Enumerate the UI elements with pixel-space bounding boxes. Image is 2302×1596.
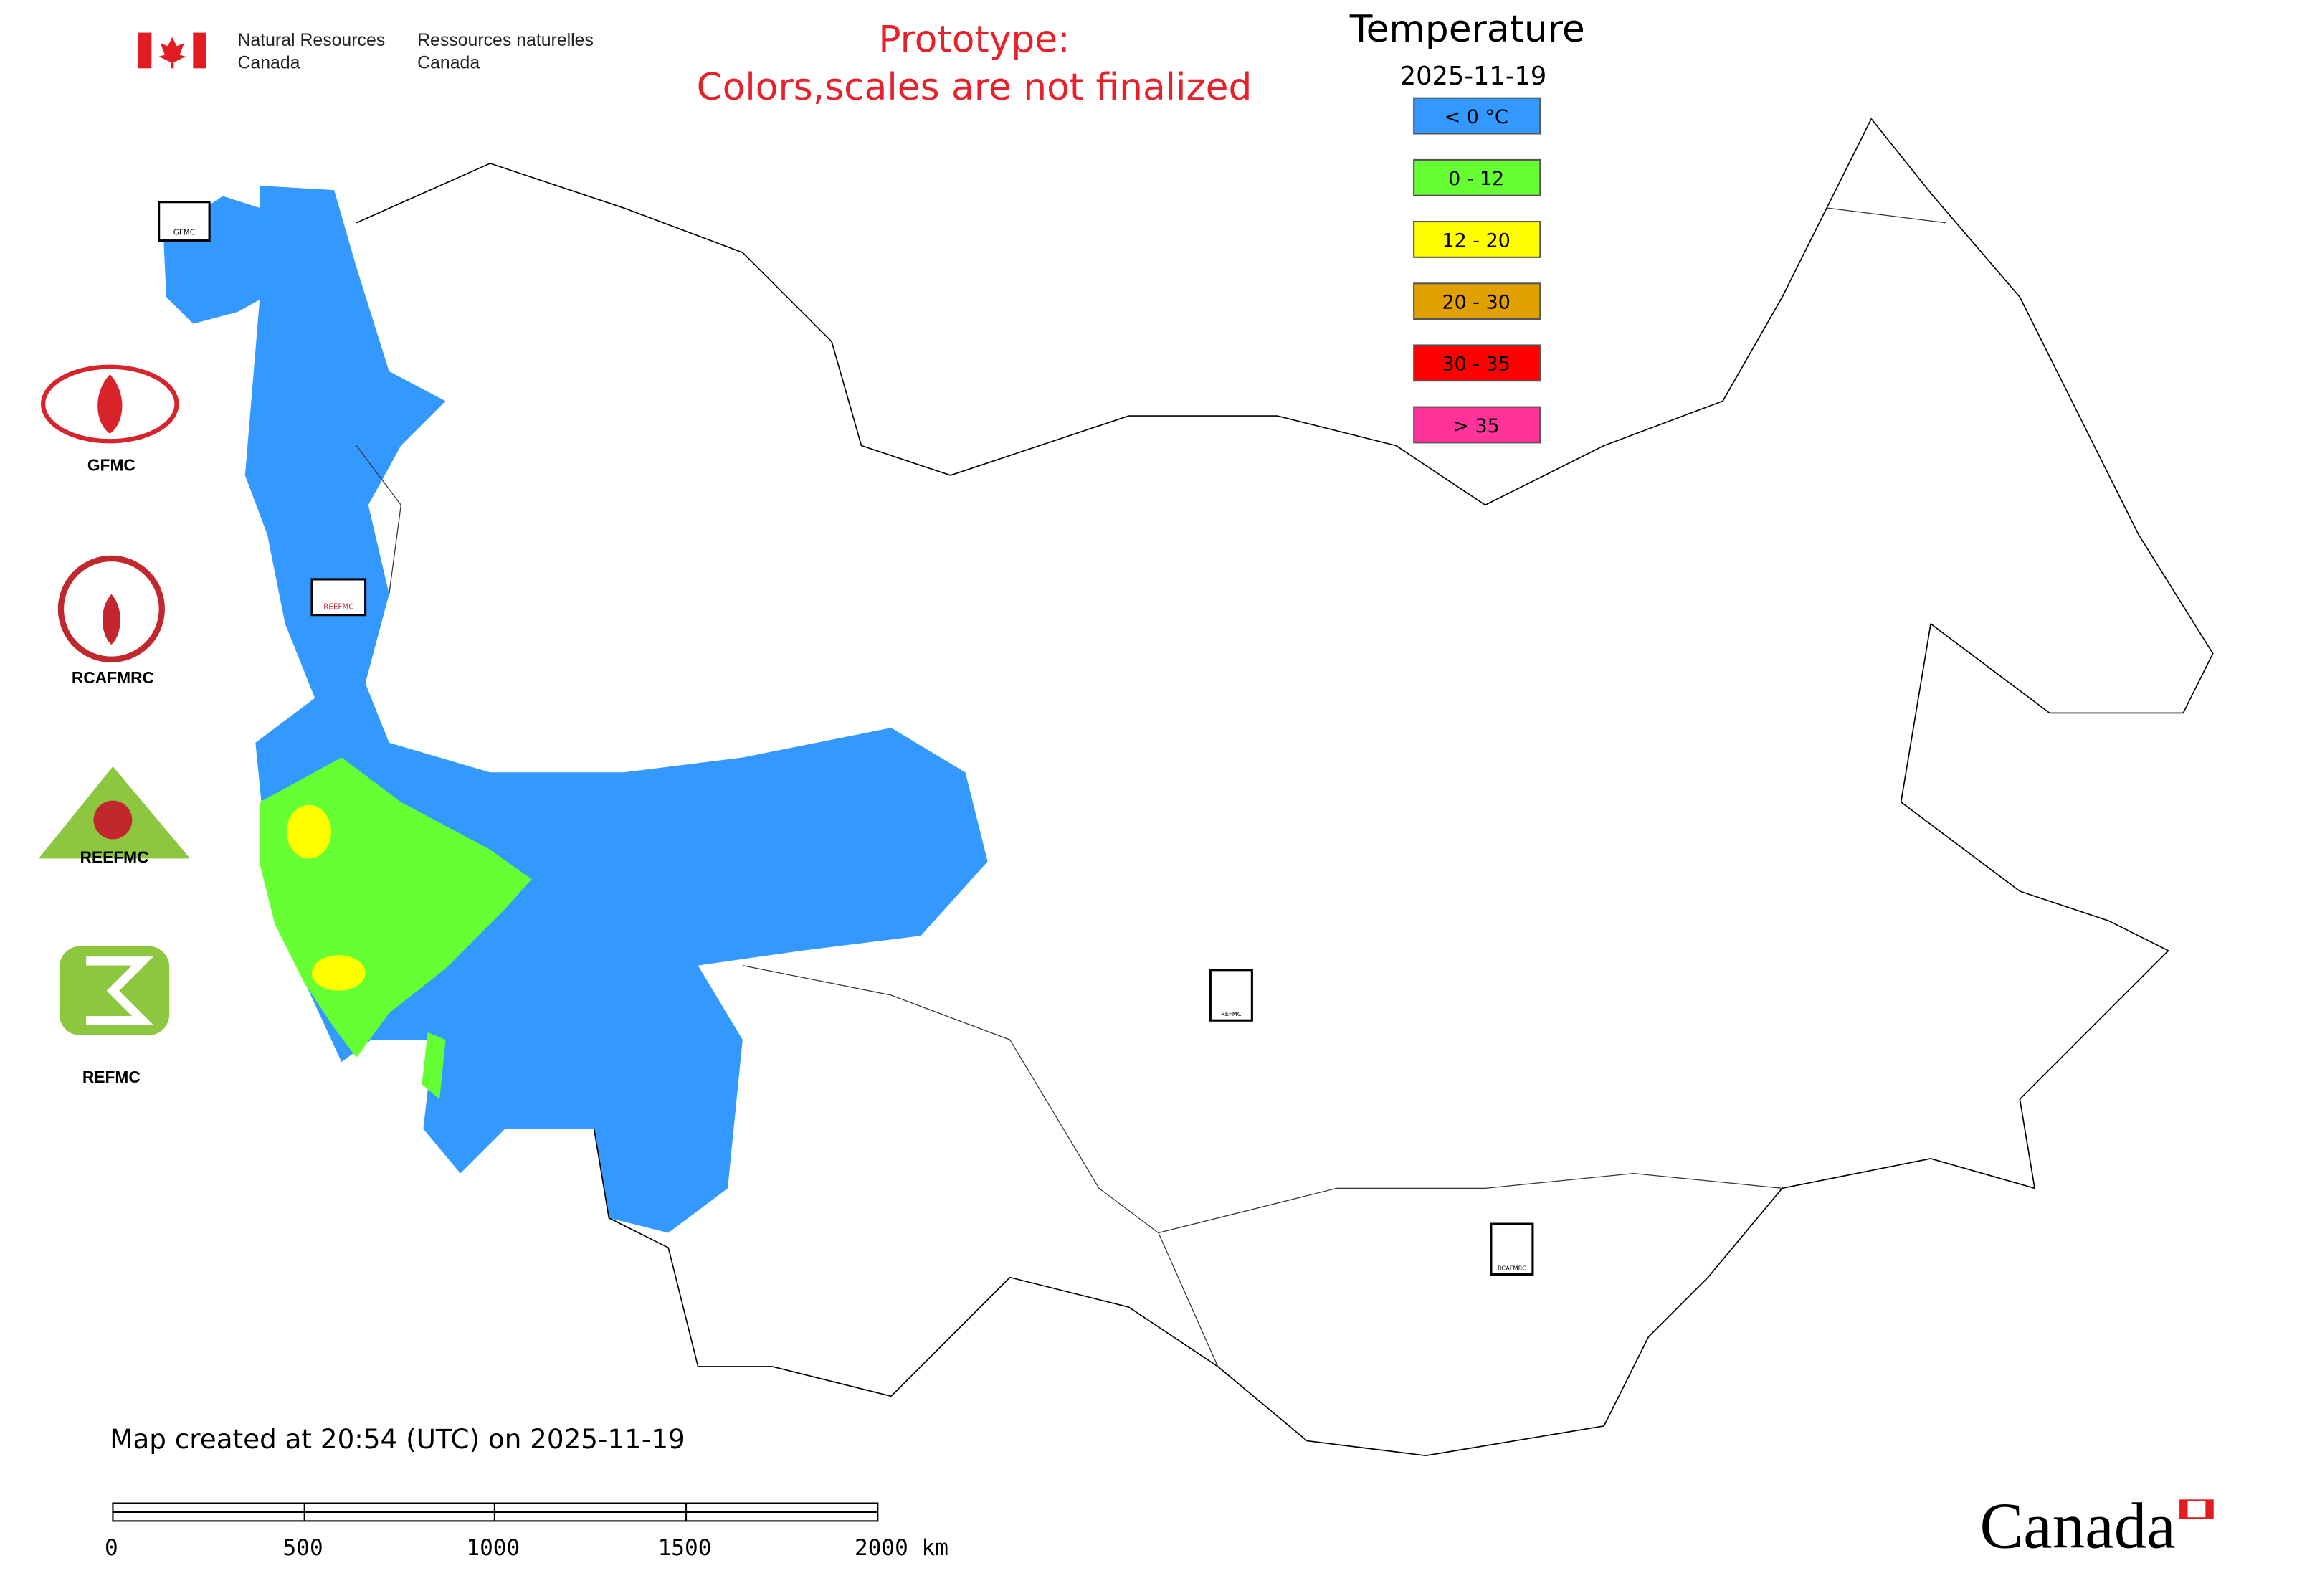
marker xyxy=(310,578,367,617)
department-fr: Canada xyxy=(417,53,480,72)
legend-swatch xyxy=(1413,158,1541,196)
scale-label: 0 xyxy=(105,1535,118,1561)
map xyxy=(163,118,2214,1457)
department-en: Natural Resources xyxy=(237,31,385,50)
logo-rcafmrc-flame xyxy=(102,594,120,645)
maple-leaf xyxy=(158,37,186,69)
marker-label: REFMC xyxy=(1221,1010,1242,1017)
wordmark-flag xyxy=(2205,1500,2213,1519)
prototype-notice: Prototype: xyxy=(878,19,1070,62)
marker xyxy=(1209,969,1253,1022)
department-en: Canada xyxy=(237,53,300,72)
scale-label: 2000 km xyxy=(855,1535,948,1561)
marker xyxy=(158,201,211,242)
prototype-notice: Colors,scales are not finalized xyxy=(697,66,1252,109)
scale-label: 500 xyxy=(283,1535,323,1561)
country-border xyxy=(356,207,1946,1367)
logo-label: REEFMC xyxy=(80,848,148,867)
logo-label: GFMC xyxy=(87,456,135,475)
temperature-area xyxy=(312,955,366,991)
scale-label: 1000 xyxy=(466,1535,520,1561)
scale-bar: 0 500 1000 1500 2000 km xyxy=(105,1502,948,1561)
logo-gfmc xyxy=(40,364,179,444)
marker xyxy=(1490,1222,1534,1276)
legend: < 0 °C 0 - 12 12 - 20 20 - 30 30 - 35 > 35 xyxy=(1413,97,1541,444)
legend-swatch xyxy=(1413,344,1541,382)
legend-swatch xyxy=(1413,406,1541,444)
nrcan-signature: Natural Resources Canada Ressources natu… xyxy=(138,31,594,72)
legend-swatch xyxy=(1413,97,1541,135)
legend-date: 2025-11-19 xyxy=(1400,62,1547,91)
legend-swatch xyxy=(1413,221,1541,258)
legend-label: < 0 °C xyxy=(1445,106,1508,128)
legend-label: 30 - 35 xyxy=(1442,353,1511,376)
department-fr: Ressources naturelles xyxy=(417,31,594,50)
map-created: Map created at 20:54 (UTC) on 2025-11-19 xyxy=(110,1423,685,1455)
legend-title: Temperature xyxy=(1349,8,1585,51)
marker-label: GFMC xyxy=(173,228,195,237)
legend-label: 20 - 30 xyxy=(1442,291,1511,313)
logo-gfmc-flame xyxy=(97,374,123,434)
map-markers: GFMC REEFMC REFMC RCAFMRC xyxy=(158,201,1534,1276)
legend-label: 12 - 20 xyxy=(1442,229,1511,252)
marker-label: RCAFMRC xyxy=(1498,1264,1526,1271)
logo-label: RCAFMRC xyxy=(72,668,154,687)
legend-label: > 35 xyxy=(1452,415,1499,437)
temperature-area xyxy=(286,804,331,859)
wordmark-flag xyxy=(2180,1500,2188,1519)
flag-bar xyxy=(138,32,152,69)
partner-logos: GFMC RCAFMRC REEFMC REFMC xyxy=(38,364,191,1086)
temperature-area xyxy=(422,1032,446,1100)
legend-label: 0 - 12 xyxy=(1448,168,1504,190)
coastline xyxy=(356,118,2214,1457)
logo-refmc-sigma xyxy=(86,956,153,1025)
legend-swatch xyxy=(1413,282,1541,320)
logo-label: REFMC xyxy=(82,1068,141,1086)
scale-label: 1500 xyxy=(658,1535,712,1561)
marker-label: REEFMC xyxy=(323,602,353,611)
flag-bar xyxy=(193,32,206,69)
canada-wordmark: Canada xyxy=(1979,1490,2175,1562)
logo-reefmc-mark xyxy=(93,800,133,840)
